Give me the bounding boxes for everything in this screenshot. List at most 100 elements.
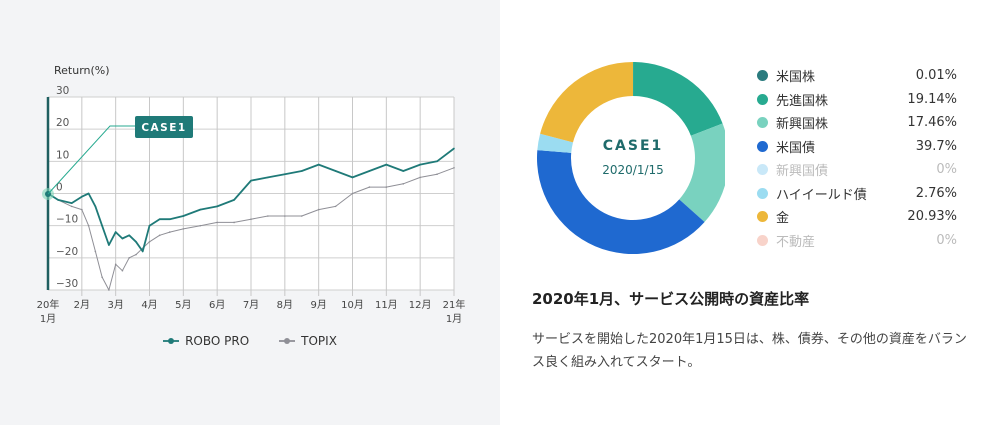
robo-pro-point (141, 250, 144, 253)
allocation-percent: 0.01% (915, 68, 957, 84)
topix-point (87, 224, 90, 227)
topix-point (317, 208, 320, 211)
y-axis-label: Return(%) (54, 64, 110, 77)
allocation-color-dot (757, 140, 768, 152)
y-tick-label: 30 (56, 85, 69, 97)
return-chart-panel: Return(%) 30 20 10 0 −10 −20 −30 20年 1月 2月 3月 4月 5月… (0, 0, 500, 425)
allocation-percent: 0% (936, 162, 957, 178)
topix-point (101, 276, 103, 278)
x-tick-label: 4月 (141, 299, 157, 311)
donut-slice-3 (679, 123, 725, 222)
allocation-name: 金 (776, 211, 790, 227)
robo-pro-point (158, 218, 161, 221)
robo-pro-point (199, 208, 202, 211)
robo-pro-point (148, 224, 151, 227)
allocation-row: 金 20.93% (757, 205, 957, 229)
topix-point (250, 218, 252, 221)
topix-point (70, 205, 73, 208)
topix-point (368, 186, 371, 188)
topix-point (169, 231, 171, 233)
legend-robo-pro-swatch (163, 338, 180, 344)
robo-pro-point (182, 215, 185, 217)
robo-pro-point (368, 170, 371, 172)
x-tick-label: 10月 (341, 299, 364, 311)
x-tick-label: 11月 (375, 299, 398, 311)
x-tick-label: 8月 (277, 299, 293, 311)
allocation-color-dot (757, 70, 768, 82)
legend-item-robo-pro: ROBO PRO (163, 334, 249, 348)
allocation-name: 新興国株 (776, 117, 829, 133)
topix-point (158, 234, 161, 237)
topix-point (436, 173, 438, 175)
allocation-row: ハイイールド債 2.76% (757, 182, 957, 206)
allocation-color-dot (757, 187, 768, 199)
allocation-percent: 20.93% (907, 209, 957, 225)
topix-point (402, 183, 405, 185)
donut-slice-6 (537, 133, 574, 153)
topix-point (334, 205, 337, 208)
robo-pro-point (81, 195, 83, 198)
annotation-label: CASE1 (141, 122, 186, 134)
topix-point (351, 192, 354, 195)
legend-item-topix: TOPIX (279, 334, 337, 348)
legend-topix-swatch (279, 338, 296, 344)
robo-pro-point (114, 231, 117, 233)
allocation-row: 先進国株 19.14% (757, 88, 957, 112)
y-tick-label: 0 (56, 182, 63, 194)
y-tick-label: −30 (56, 278, 78, 290)
robo-pro-point (250, 179, 252, 182)
return-line-chart: Return(%) 30 20 10 0 −10 −20 −30 20年 1月 2月 3月 4月 5月… (37, 64, 466, 325)
robo-pro-point (300, 170, 303, 172)
robo-pro-point (216, 205, 218, 208)
topix-point (453, 166, 455, 169)
allocation-name: ハイイールド債 (776, 187, 867, 203)
topix-point (135, 253, 137, 256)
robo-pro-point (87, 192, 90, 195)
x-tick-label: 6月 (209, 299, 225, 311)
donut-title: CASE1 (603, 138, 664, 154)
x-tick-sublabel: 1月 (40, 313, 56, 325)
allocation-row: 米国株 0.01% (757, 64, 957, 88)
allocation-name: 新興国債 (776, 164, 829, 180)
allocation-row: 新興国株 17.46% (757, 111, 957, 135)
x-tick-label: 21年 (443, 298, 466, 311)
y-tick-label: −20 (56, 246, 78, 258)
robo-pro-point (402, 170, 405, 172)
allocation-list: 米国株 0.01% 先進国株 19.14% 新興国株 17.46% 米国債 39.7% 新興国債… (757, 64, 957, 252)
robo-pro-point (334, 170, 337, 172)
x-tick-sublabel: 1月 (446, 313, 462, 325)
robo-pro-point (94, 205, 97, 208)
topix-point (148, 240, 151, 243)
y-tick-label: −10 (56, 214, 78, 226)
allocation-color-dot (757, 117, 768, 129)
robo-pro-point (135, 240, 137, 243)
y-tick-label: 10 (56, 149, 69, 161)
robo-pro-point (70, 202, 73, 204)
robo-pro-point (436, 160, 438, 163)
allocation-row: 不動産 0% (757, 229, 957, 253)
topix-point (128, 257, 130, 259)
topix-point (284, 215, 286, 217)
robo-pro-point (169, 218, 171, 221)
topix-point (300, 215, 303, 217)
robo-pro-point (267, 176, 269, 179)
topix-point (419, 176, 421, 179)
allocation-color-dot (757, 164, 768, 176)
topix-point (94, 250, 97, 253)
robo-pro-point (101, 224, 103, 227)
topix-point (199, 224, 202, 227)
topix-point (182, 228, 185, 230)
robo-pro-point (351, 176, 354, 179)
robo-pro-point (57, 199, 59, 201)
allocation-percent: 0% (936, 232, 957, 248)
allocation-name: 米国株 (776, 70, 816, 86)
robo-pro-point (233, 199, 235, 201)
legend-topix-label: TOPIX (301, 334, 337, 348)
donut-slice-2 (633, 62, 723, 136)
robo-pro-point (128, 234, 130, 237)
donut-slice-7 (540, 61, 633, 143)
topix-point (81, 208, 83, 211)
annotation-leader-line (47, 125, 135, 195)
allocation-donut-chart: CASE1 2020/1/15 (537, 61, 725, 254)
robo-pro-point (317, 163, 320, 166)
